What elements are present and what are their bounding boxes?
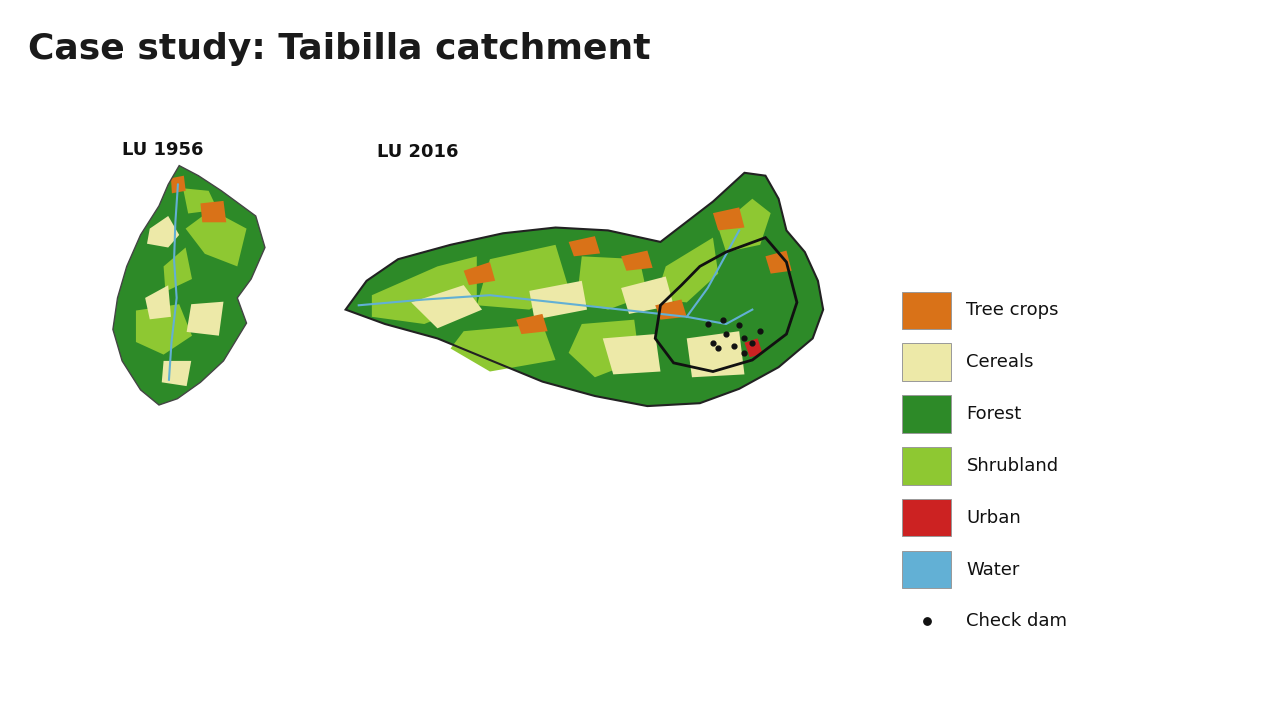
Polygon shape <box>161 361 191 386</box>
Polygon shape <box>568 320 640 377</box>
Polygon shape <box>463 262 495 285</box>
Text: Case study: Taibilla catchment: Case study: Taibilla catchment <box>28 32 650 66</box>
Point <box>750 325 771 337</box>
Polygon shape <box>164 248 192 292</box>
Polygon shape <box>371 256 477 324</box>
Text: Urban: Urban <box>966 508 1021 527</box>
FancyBboxPatch shape <box>902 447 951 485</box>
Polygon shape <box>201 201 227 222</box>
Point <box>730 320 750 331</box>
Point <box>916 616 937 627</box>
Polygon shape <box>451 324 556 372</box>
Polygon shape <box>172 176 186 194</box>
Text: Check dam: Check dam <box>966 612 1068 631</box>
FancyBboxPatch shape <box>902 395 951 433</box>
FancyBboxPatch shape <box>902 343 951 381</box>
Point <box>735 333 755 344</box>
Polygon shape <box>621 251 653 271</box>
Text: LU 2016: LU 2016 <box>378 143 458 161</box>
Text: LU 1956: LU 1956 <box>122 141 204 159</box>
Polygon shape <box>765 251 791 274</box>
Point <box>713 314 733 325</box>
Polygon shape <box>186 210 247 266</box>
Polygon shape <box>187 302 224 336</box>
Point <box>723 340 744 351</box>
FancyBboxPatch shape <box>902 551 951 588</box>
Polygon shape <box>411 285 483 328</box>
Polygon shape <box>147 216 179 248</box>
Polygon shape <box>745 338 763 357</box>
Point <box>735 347 755 359</box>
Polygon shape <box>718 199 771 252</box>
Polygon shape <box>655 238 718 302</box>
Polygon shape <box>113 166 265 405</box>
Polygon shape <box>516 314 548 334</box>
Point <box>742 337 763 348</box>
Polygon shape <box>346 173 823 406</box>
Polygon shape <box>576 256 648 310</box>
Text: Cereals: Cereals <box>966 354 1034 372</box>
Polygon shape <box>145 285 172 320</box>
Polygon shape <box>183 189 218 213</box>
Polygon shape <box>568 236 600 256</box>
Polygon shape <box>136 304 192 355</box>
Text: Shrubland: Shrubland <box>966 457 1059 475</box>
Polygon shape <box>603 334 660 374</box>
Point <box>716 328 736 340</box>
Polygon shape <box>655 300 687 320</box>
Text: Forest: Forest <box>966 405 1021 423</box>
Point <box>703 337 723 348</box>
Polygon shape <box>530 281 588 320</box>
Point <box>708 343 728 354</box>
Point <box>698 318 718 330</box>
Text: Tree crops: Tree crops <box>966 302 1059 320</box>
Text: Water: Water <box>966 560 1020 579</box>
Polygon shape <box>621 276 673 314</box>
Polygon shape <box>477 245 568 310</box>
FancyBboxPatch shape <box>902 292 951 329</box>
Polygon shape <box>687 331 745 377</box>
Polygon shape <box>713 207 745 230</box>
FancyBboxPatch shape <box>902 499 951 536</box>
